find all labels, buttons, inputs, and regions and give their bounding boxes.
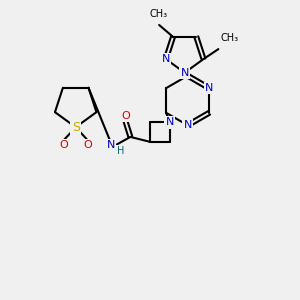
- Text: N: N: [162, 54, 170, 64]
- Text: N: N: [181, 68, 189, 78]
- Text: O: O: [59, 140, 68, 150]
- Text: O: O: [121, 111, 130, 121]
- Text: CH₃: CH₃: [149, 9, 167, 19]
- Text: H: H: [117, 146, 124, 156]
- Text: N: N: [165, 118, 174, 128]
- Text: O: O: [83, 140, 92, 150]
- Text: N: N: [184, 120, 192, 130]
- Text: CH₃: CH₃: [220, 33, 238, 43]
- Text: N: N: [205, 83, 213, 93]
- Text: S: S: [72, 121, 80, 134]
- Text: N: N: [106, 140, 115, 150]
